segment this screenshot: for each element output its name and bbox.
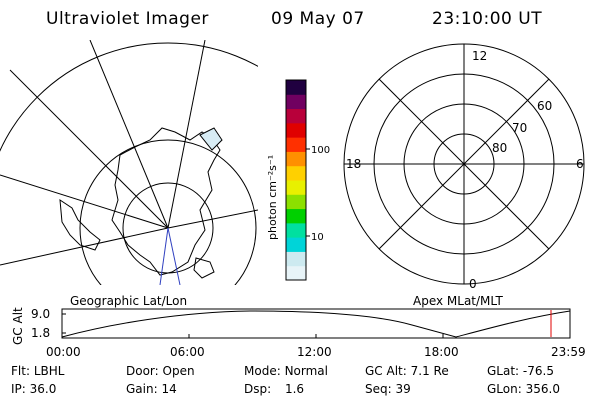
- status-mode: Mode: Normal: [244, 364, 328, 378]
- status-seq: Seq: 39: [365, 382, 411, 396]
- colorbar-band: [286, 194, 306, 210]
- coastline-antarctica: [111, 127, 221, 276]
- colorbar-band: [286, 251, 306, 267]
- mlt-label-12: 12: [472, 49, 487, 63]
- mlt-label-6: 6: [576, 157, 584, 171]
- colorbar-band: [286, 180, 306, 195]
- meridian-line: [9, 69, 169, 229]
- timeline-xtick: 12:00: [297, 345, 332, 359]
- mlt-label-18: 18: [346, 157, 361, 171]
- timeline-xtick: 18:00: [424, 345, 459, 359]
- blue-meridian: [167, 227, 181, 285]
- colorbar-band: [286, 137, 306, 152]
- meridian-line: [89, 40, 169, 229]
- polar-plot: [343, 43, 585, 285]
- status-flt: Flt: LBHL: [11, 364, 65, 378]
- geographic-map: [0, 40, 258, 285]
- colorbar-frame: [285, 79, 307, 281]
- timeline-xtick: 06:00: [170, 345, 205, 359]
- status-dsp: Dsp: 1.6: [244, 382, 305, 396]
- status-gain: Gain: 14: [126, 382, 177, 396]
- mlt-label-0: 0: [469, 277, 477, 291]
- right-panel-label: Apex MLat/MLT: [413, 294, 503, 308]
- colorbar-band: [286, 165, 306, 181]
- colorbar-band: [286, 108, 306, 124]
- lat-circle-outmost: [0, 42, 258, 152]
- colorbar-band: [286, 94, 306, 110]
- colorbar-tick-10: 10: [311, 232, 324, 243]
- app-title: Ultraviolet Imager: [46, 9, 209, 29]
- colorbar-band: [286, 122, 306, 138]
- aurora-patch: [199, 127, 223, 151]
- colorbar-tick-100: 100: [311, 145, 330, 156]
- blue-meridian: [159, 227, 169, 285]
- status-glon: GLon: 356.0: [487, 382, 560, 396]
- left-panel-label: Geographic Lat/Lon: [70, 294, 188, 308]
- status-door: Door: Open: [126, 364, 195, 378]
- status-gc-alt: GC Alt: 7.1 Re: [365, 364, 449, 378]
- status-ip: IP: 36.0: [11, 382, 57, 396]
- timeline-xtick: 23:59: [551, 345, 586, 359]
- header-time: 23:10:00 UT: [432, 9, 543, 29]
- coastline-peninsula: [59, 199, 101, 251]
- timeline-ytick-max: 9.0: [31, 307, 51, 321]
- colorbar: [286, 80, 306, 281]
- colorbar-band: [286, 151, 306, 167]
- timeline-plot: [61, 308, 571, 339]
- lat-circle-outer: [79, 139, 257, 285]
- mlat-label-80: 80: [492, 141, 507, 155]
- status-glat: GLat: -76.5: [487, 364, 554, 378]
- timeline-xtick: 00:00: [46, 345, 81, 359]
- colorbar-band: [286, 80, 306, 95]
- meridian-line: [167, 209, 258, 229]
- colorbar-band: [286, 237, 306, 252]
- colorbar-band: [286, 265, 306, 281]
- meridian-line: [0, 174, 169, 229]
- timeline-ytick-min: 1.8: [31, 326, 51, 340]
- colorbar-band: [286, 208, 306, 224]
- colorbar-band: [286, 222, 306, 238]
- timeline-y-label: GC Alt: [11, 307, 25, 345]
- colorbar-unit-label: photon cm⁻²s⁻¹: [266, 155, 279, 240]
- meridian-line: [167, 40, 206, 229]
- header-date: 09 May 07: [271, 9, 365, 29]
- mlat-label-60: 60: [537, 99, 552, 113]
- coastline-island: [193, 257, 215, 279]
- mlat-label-70: 70: [512, 121, 527, 135]
